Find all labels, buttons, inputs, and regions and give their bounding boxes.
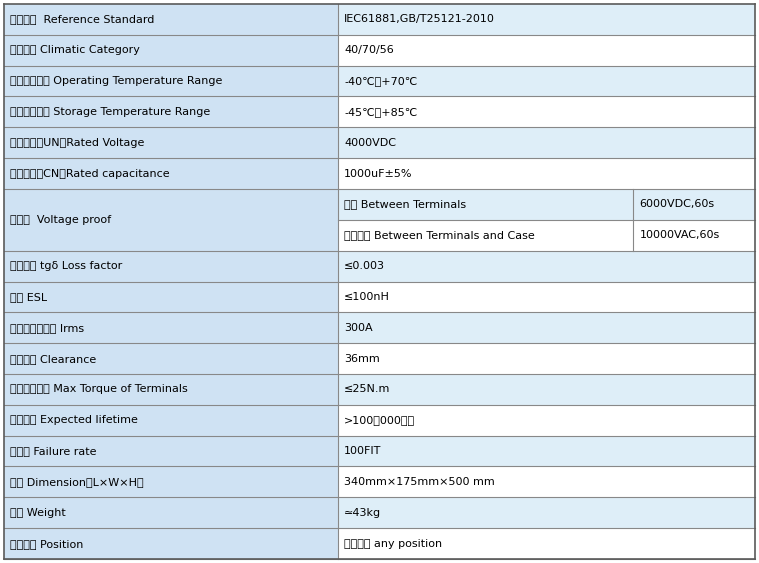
Text: 6000VDC,60s: 6000VDC,60s — [639, 199, 714, 209]
Text: IEC61881,GB/T25121-2010: IEC61881,GB/T25121-2010 — [344, 15, 495, 24]
Text: ≤25N.m: ≤25N.m — [344, 385, 391, 395]
Text: 300A: 300A — [344, 323, 373, 333]
Bar — [4, 436, 339, 467]
Bar — [339, 4, 755, 35]
Bar — [339, 127, 755, 158]
Bar — [339, 282, 755, 312]
Bar — [4, 467, 339, 497]
Text: 任意位置 any position: 任意位置 any position — [344, 539, 442, 548]
Bar — [339, 374, 755, 405]
Text: 介质损耗 tgδ Loss factor: 介质损耗 tgδ Loss factor — [10, 261, 122, 271]
Text: 安装位置 Position: 安装位置 Position — [10, 539, 83, 548]
Bar — [339, 312, 755, 343]
Bar — [4, 35, 339, 66]
Bar — [339, 497, 755, 528]
Text: 耐电压  Voltage proof: 耐电压 Voltage proof — [10, 215, 111, 225]
Bar — [4, 127, 339, 158]
Text: 额定容量（CN）Rated capacitance: 额定容量（CN）Rated capacitance — [10, 168, 169, 178]
Bar — [339, 467, 755, 497]
Text: 36mm: 36mm — [344, 354, 380, 364]
Text: 失效率 Failure rate: 失效率 Failure rate — [10, 446, 96, 456]
Bar — [4, 96, 339, 127]
Text: 气候类别 Climatic Category: 气候类别 Climatic Category — [10, 45, 140, 55]
Text: 100FIT: 100FIT — [344, 446, 382, 456]
Text: 工作温度范围 Operating Temperature Range: 工作温度范围 Operating Temperature Range — [10, 76, 222, 86]
Bar — [4, 189, 339, 251]
Text: 额定电压（UN）Rated Voltage: 额定电压（UN）Rated Voltage — [10, 138, 144, 148]
Text: >100，000小时: >100，000小时 — [344, 415, 415, 425]
Bar — [339, 405, 755, 436]
Text: 自感 ESL: 自感 ESL — [10, 292, 47, 302]
Text: 10000VAC,60s: 10000VAC,60s — [639, 230, 720, 240]
Bar — [633, 220, 755, 251]
Bar — [339, 220, 633, 251]
Bar — [339, 158, 755, 189]
Bar — [4, 251, 339, 282]
Bar — [339, 343, 755, 374]
Text: 引用标准  Reference Standard: 引用标准 Reference Standard — [10, 15, 154, 24]
Text: 预期寿命 Expected lifetime: 预期寿命 Expected lifetime — [10, 415, 138, 425]
Text: 340mm×175mm×500 mm: 340mm×175mm×500 mm — [344, 477, 495, 487]
Bar — [4, 282, 339, 312]
Text: ≃43kg: ≃43kg — [344, 508, 381, 518]
Bar — [4, 343, 339, 374]
Bar — [633, 189, 755, 220]
Bar — [4, 4, 339, 35]
Text: 极壳之间 Between Terminals and Case: 极壳之间 Between Terminals and Case — [344, 230, 535, 240]
Text: ≤0.003: ≤0.003 — [344, 261, 386, 271]
Bar — [339, 189, 633, 220]
Bar — [339, 528, 755, 559]
Text: -45℃～+85℃: -45℃～+85℃ — [344, 107, 417, 117]
Bar — [4, 66, 339, 96]
Text: 4000VDC: 4000VDC — [344, 138, 396, 148]
Text: -40℃～+70℃: -40℃～+70℃ — [344, 76, 417, 86]
Text: 储存温度范围 Storage Temperature Range: 储存温度范围 Storage Temperature Range — [10, 107, 210, 117]
Bar — [339, 251, 755, 282]
Bar — [4, 405, 339, 436]
Bar — [4, 497, 339, 528]
Text: 重量 Weight: 重量 Weight — [10, 508, 66, 518]
Bar — [339, 96, 755, 127]
Bar — [4, 374, 339, 405]
Bar — [4, 158, 339, 189]
Bar — [339, 35, 755, 66]
Text: ≤100nH: ≤100nH — [344, 292, 390, 302]
Text: 最大电极扭矩 Max Torque of Terminals: 最大电极扭矩 Max Torque of Terminals — [10, 385, 187, 395]
Text: 尺寸 Dimension（L×W×H）: 尺寸 Dimension（L×W×H） — [10, 477, 143, 487]
Text: 纹波电流有效值 Irms: 纹波电流有效值 Irms — [10, 323, 84, 333]
Text: 1000uF±5%: 1000uF±5% — [344, 168, 413, 178]
Bar — [339, 66, 755, 96]
Text: 40/70/56: 40/70/56 — [344, 45, 394, 55]
Text: 极间 Between Terminals: 极间 Between Terminals — [344, 199, 466, 209]
Bar — [4, 312, 339, 343]
Bar — [339, 436, 755, 467]
Bar — [4, 528, 339, 559]
Text: 电气间隙 Clearance: 电气间隙 Clearance — [10, 354, 96, 364]
